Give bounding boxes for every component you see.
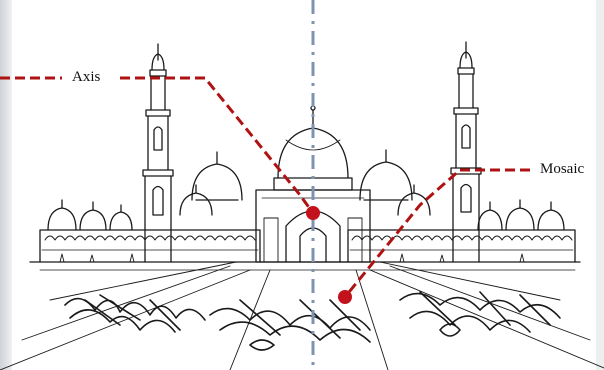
left-minaret	[142, 43, 174, 263]
mosque-sketch	[0, 41, 604, 370]
axis-leader-right	[120, 76, 315, 214]
mosaic-marker	[338, 290, 352, 304]
paper-edge-left	[0, 0, 12, 370]
medium-dome-right	[359, 161, 413, 201]
right-minaret	[450, 41, 482, 263]
mosaic-label: Mosaic	[538, 160, 587, 178]
small-dome-right-1	[477, 209, 503, 231]
axis-label: Axis	[70, 68, 103, 86]
mosaic-pattern	[64, 291, 561, 351]
mosaic-leader	[343, 168, 530, 298]
paper-edge-right	[596, 0, 604, 370]
left-colonnade	[39, 229, 261, 263]
right-colonnade	[347, 229, 576, 263]
plaza-perspective-right	[369, 261, 604, 369]
axis-marker	[306, 206, 320, 220]
plaza-perspective-left	[0, 261, 251, 370]
small-dome-left-1	[47, 207, 77, 231]
